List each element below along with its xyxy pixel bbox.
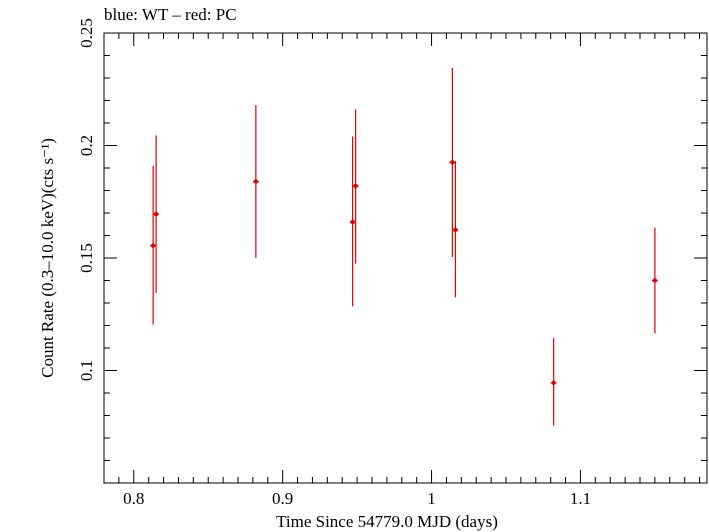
y-axis-ticks: 0.1 0.15 0.2 0.25 <box>77 18 707 484</box>
data-point <box>153 211 159 217</box>
y-tick-label: 0.1 <box>77 360 96 381</box>
y-tick-label: 0.25 <box>77 18 96 48</box>
x-axis-label: Time Since 54779.0 MJD (days) <box>276 512 498 531</box>
data-point <box>551 380 556 386</box>
data-series <box>150 67 658 426</box>
data-point <box>450 160 455 165</box>
data-point <box>353 183 358 189</box>
y-tick-label: 0.15 <box>77 243 96 273</box>
data-point <box>350 219 355 225</box>
data-point <box>150 243 156 248</box>
data-point <box>253 179 259 184</box>
x-tick-label: 1 <box>427 489 436 508</box>
plot-frame <box>103 32 708 484</box>
y-tick-label: 0.2 <box>77 135 96 156</box>
x-tick-label: 0.9 <box>272 489 293 508</box>
data-point <box>652 278 658 283</box>
x-axis-ticks: 0.8 0.9 1 1.1 <box>103 33 701 508</box>
data-point <box>453 227 458 233</box>
x-tick-label: 1.1 <box>570 489 591 508</box>
chart-title: blue: WT – red: PC <box>104 5 237 24</box>
x-tick-label: 0.8 <box>123 489 144 508</box>
y-axis-label: Count Rate (0.3–10.0 keV)(cts s⁻¹) <box>38 138 57 378</box>
